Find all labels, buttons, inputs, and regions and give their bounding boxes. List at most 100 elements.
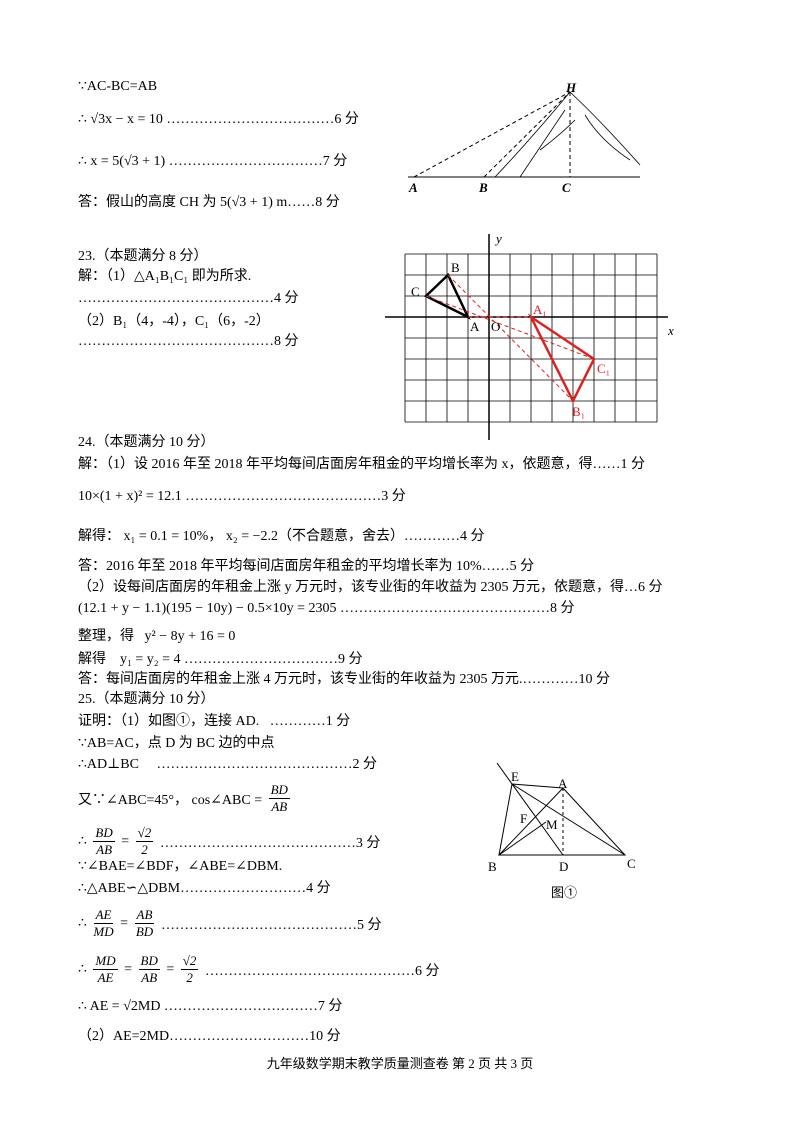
numerator: AE [93,907,114,924]
text: 25.（本题满分 10 分） [78,692,215,707]
label: C [627,856,636,871]
triangle-abc [423,272,471,320]
text: ……………………………………3 分 [156,835,381,851]
text-line: 解得 y₁ = y₂ = 4 ……………………………9 分 [78,648,363,668]
line-be [498,783,513,856]
text: ∴AD⊥BC ……………………………………2 分 [78,757,377,772]
text: ……………………………………8 分 [78,334,299,349]
denominator: AB [141,970,158,985]
fraction: BD AB [93,825,115,858]
text-line: 整理，得 y² − 8y + 16 = 0 [78,625,235,645]
text: ∴ [78,834,91,849]
line-ah [413,91,571,178]
text: 证明：（1）如图①，连接 AD. …………1 分 [78,714,351,729]
numerator: BD [138,953,160,970]
text-line: 答：假山的高度 CH 为 5(√3 + 1) m……8 分 [78,191,340,211]
text-line: 23.（本题满分 8 分） [78,245,208,265]
text-line: (12.1 + y − 1.1)(195 − 10y) − 0.5×10y = … [78,597,575,617]
text: ∴ AE = √2MD ……………………………7 分 [78,999,343,1014]
fraction: BD AB [268,782,290,815]
label: C [562,180,571,195]
text-line: ∴ AE MD = AB BD ……………………………………5 分 [78,907,381,940]
label: A [470,319,480,334]
text-line: 解：（1）设 2016 年至 2018 年平均每间店面房年租金的平均增长率为 x… [78,453,645,473]
text-line: 10×(1 + x)² = 12.1 ……………………………………3 分 [78,485,406,505]
label: B [488,859,497,874]
denominator: 2 [141,842,148,857]
line-bm [498,821,547,856]
denominator: 2 [186,970,193,985]
text-line: 又∵∠ABC=45°， cos∠ABC = BD AB [78,782,293,815]
text: 又∵∠ABC=45°， cos∠ABC = [78,792,266,808]
text: 答：每间店面房的年租金上涨 4 万元时，该专业街的年收益为 2305 万元.……… [78,672,610,687]
label: A [558,776,568,791]
fraction: AE MD [93,907,113,940]
text-line: ∵∠BAE=∠BDF，∠ABE=∠DBM. [78,855,282,875]
label: D [559,859,568,874]
text-line: ∴ x = 5(√3 + 1) ……………………………7 分 [78,150,347,170]
numerator: BD [93,825,115,842]
text: = [117,833,133,849]
text: ∵∠BAE=∠BDF，∠ABE=∠DBM. [78,859,283,874]
numerator: √2 [180,953,199,970]
label: B [478,180,488,195]
text-line: ∴ √3x − x = 10 ………………………………6 分 [78,108,359,128]
text: 23.（本题满分 8 分） [78,249,208,264]
label: H [565,80,577,95]
text-line: ∴ MD AE = BD AB = √2 2 ………………………………………6 分 [78,953,439,986]
figure-grid-shapes [385,234,668,440]
text: 10×(1 + x)² = 12.1 ……………………………………3 分 [78,489,406,504]
text: 解：（1）△A₁B₁C₁ 即为所求. [78,269,252,284]
text: ∴ [78,962,91,977]
text-line: 答：2016 年至 2018 年平均每间店面房年租金的平均增长率为 10%……5… [78,555,534,575]
label: C₁ [597,361,610,376]
text-line: 答：每间店面房的年租金上涨 4 万元时，该专业街的年收益为 2305 万元.……… [78,668,610,688]
figure-mountain [408,91,641,178]
text: = [120,961,136,977]
text: ∵AB=AC，点 D 为 BC 边的中点 [78,736,275,751]
text: 解得： x₁ = 0.1 = 10%， x₂ = −2.2（不合题意，舍去）……… [78,529,485,544]
text: 整理，得 y² − 8y + 16 = 0 [78,629,236,644]
text-line: 25.（本题满分 10 分） [78,688,215,708]
numerator: BD [268,782,290,799]
text-line: （2）B₁（4，-4），C₁（6，-2） [78,310,270,330]
fraction: MD AE [93,953,118,986]
denominator: AB [96,842,113,857]
line-bh [483,91,571,178]
text: ……………………………………5 分 [157,917,382,933]
text-line: （2）设每间店面房的年租金上涨 y 万元时，该专业街的年收益为 2305 万元，… [78,576,663,596]
numerator: MD [93,953,118,970]
text-line: ∴ BD AB = √2 2 ……………………………………3 分 [78,825,380,858]
label: B [451,260,460,275]
text-line: 证明：（1）如图①，连接 AD. …………1 分 [78,710,350,730]
text-line: 24.（本题满分 10 分） [78,431,215,451]
label: y [494,231,502,246]
footer: 九年级数学期末教学质量测查卷 第 2 页 共 3 页 [266,1056,534,1071]
dash [425,295,595,360]
text: ∴△ABE∽△DBM………………………4 分 [78,881,331,896]
text-line: ∴△ABE∽△DBM………………………4 分 [78,877,331,897]
text-line: ∴AD⊥BC ……………………………………2 分 [78,753,377,773]
text: 答：2016 年至 2018 年平均每间店面房年租金的平均增长率为 10%……5… [78,559,535,574]
fraction: √2 2 [180,953,199,986]
denominator: AB [271,799,288,814]
text: ……………………………………4 分 [78,291,299,306]
triangle-a1b1c1 [527,313,596,404]
label: C [411,284,420,299]
label: E [511,769,519,784]
text: ∴ √3x − x = 10 ………………………………6 分 [78,112,359,127]
text: = [116,915,132,931]
text: （2）AE=2MD…………………………10 分 [78,1029,341,1044]
text-line: （2）AE=2MD…………………………10 分 [78,1025,341,1045]
label: O [491,319,500,334]
denominator: BD [135,924,154,939]
text-line: ……………………………………4 分 [78,287,299,307]
text-line: 解得： x₁ = 0.1 = 10%， x₂ = −2.2（不合题意，舍去）……… [78,525,485,545]
text: ∵AC-BC=AB [78,79,158,94]
text: ∴ [78,916,91,931]
text: ∴ x = 5(√3 + 1) ……………………………7 分 [78,154,348,169]
numerator: √2 [135,825,154,842]
line-ed [496,762,564,856]
